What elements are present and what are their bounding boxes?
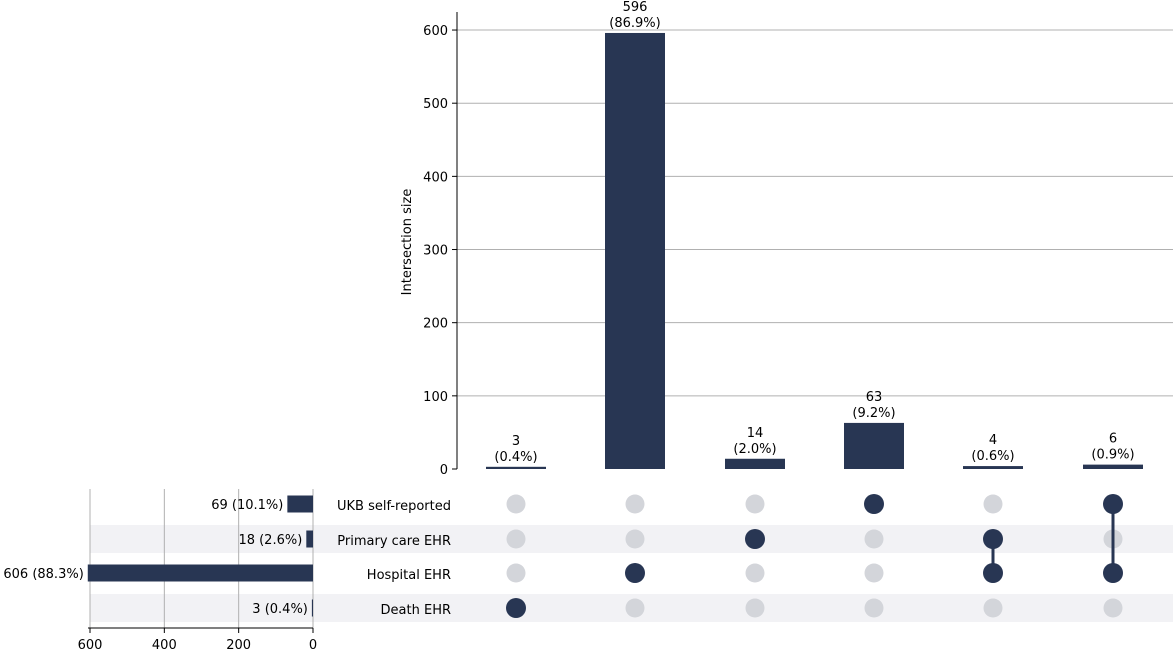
matrix-dot-inactive	[864, 529, 884, 549]
intersection-bar	[605, 32, 665, 469]
matrix-dot-inactive	[745, 494, 765, 514]
matrix-dot-inactive	[745, 563, 765, 583]
matrix-dot-inactive	[864, 598, 884, 618]
set-size-bar	[287, 495, 313, 513]
matrix-dot-inactive	[983, 494, 1003, 514]
matrix-dot-active	[625, 563, 645, 583]
y-axis-label: Intersection size	[400, 189, 415, 296]
set-name: UKB self-reported	[337, 499, 451, 514]
bar-percent-label: (9.2%)	[852, 406, 895, 421]
intersection-bar	[963, 466, 1023, 469]
y-tick-label: 0	[440, 463, 448, 478]
set-size-label: 18 (2.6%)	[238, 533, 302, 548]
y-tick-label: 200	[423, 317, 448, 332]
matrix-dot-inactive	[506, 494, 526, 514]
y-tick-label: 400	[423, 170, 448, 185]
y-tick-label: 500	[423, 97, 448, 112]
intersection-bar	[844, 422, 904, 469]
x-tick-label: 0	[309, 638, 317, 652]
bar-value-label: 63	[866, 390, 883, 405]
bar-percent-label: (0.4%)	[494, 450, 537, 465]
set-size-label: 69 (10.1%)	[211, 498, 283, 513]
set-size-bars: 69 (10.1%) 18 (2.6%) 606 (88.3%) 3 (0.4%)	[3, 495, 314, 617]
set-size-label: 606 (88.3%)	[3, 567, 83, 582]
bar-percent-label: (0.6%)	[971, 449, 1014, 464]
set-name: Primary care EHR	[337, 534, 451, 549]
y-tick-label: 600	[423, 24, 448, 39]
intersection-bar	[1083, 464, 1143, 469]
matrix-dot-active	[506, 598, 526, 618]
matrix-dot-inactive	[506, 529, 526, 549]
intersection-bars	[486, 32, 1143, 469]
set-name: Hospital EHR	[367, 568, 451, 583]
matrix-dot-inactive	[506, 563, 526, 583]
matrix-dot-inactive	[1103, 598, 1123, 618]
set-names: UKB self-reported Primary care EHR Hospita…	[337, 499, 451, 618]
intersection-gridlines	[457, 29, 1173, 397]
intersection-bar	[486, 466, 546, 469]
matrix-dot-inactive	[864, 563, 884, 583]
matrix-dot-inactive	[625, 494, 645, 514]
bar-value-label: 596	[623, 0, 648, 15]
matrix-dot-inactive	[625, 529, 645, 549]
y-tick-label: 100	[423, 390, 448, 405]
set-size-label: 3 (0.4%)	[252, 602, 308, 617]
x-tick-label: 200	[226, 638, 251, 652]
intersection-y-axis: 0 100 200 300 400 500 600	[423, 12, 458, 478]
set-size-bar	[87, 564, 314, 582]
x-tick-label: 400	[152, 638, 177, 652]
bar-percent-label: (2.0%)	[733, 442, 776, 457]
set-size-bar	[306, 530, 313, 548]
bar-value-label: 3	[512, 434, 520, 449]
intersection-bar	[725, 458, 785, 469]
bar-value-label: 6	[1109, 432, 1117, 447]
x-tick-label: 600	[78, 638, 103, 652]
matrix-dot-active	[745, 529, 765, 549]
bar-value-label: 14	[747, 426, 764, 441]
set-size-bar	[311, 599, 313, 617]
bar-value-label: 4	[989, 433, 997, 448]
bar-percent-label: (86.9%)	[609, 16, 660, 31]
intersection-bar-labels: 3(0.4%) 596(86.9%) 14(2.0%) 63(9.2%) 4(0.6%)…	[494, 0, 1134, 465]
y-tick-label: 300	[423, 244, 448, 259]
matrix-dot-inactive	[745, 598, 765, 618]
set-size-x-axis: 600 400 200 0	[78, 627, 317, 652]
set-name: Death EHR	[381, 603, 451, 618]
intersection-matrix	[506, 494, 1123, 618]
matrix-dot-active	[864, 494, 884, 514]
matrix-dot-inactive	[625, 598, 645, 618]
bar-percent-label: (0.9%)	[1091, 448, 1134, 463]
matrix-dot-inactive	[983, 598, 1003, 618]
